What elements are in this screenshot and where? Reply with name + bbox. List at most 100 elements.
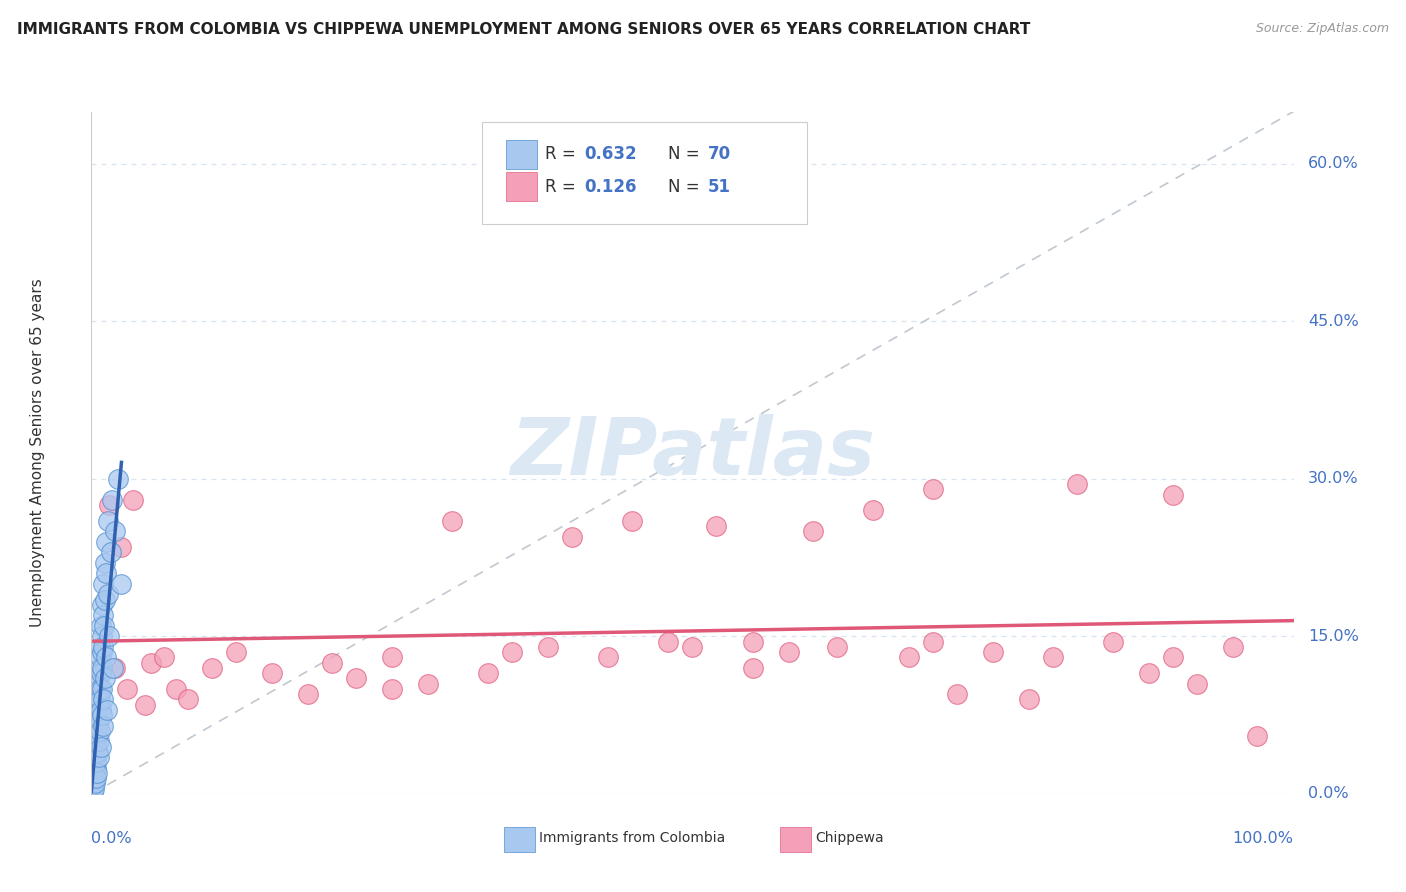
Point [93, 619, 115, 633]
Point [1246, 729, 1268, 743]
Point [82, 776, 104, 790]
Point [86, 765, 108, 780]
Point [97, 514, 120, 528]
Point [91, 598, 114, 612]
Point [82, 771, 104, 785]
Point [87, 698, 110, 712]
Point [297, 687, 319, 701]
Point [91, 608, 114, 623]
Point [537, 640, 560, 654]
Point [90, 739, 112, 754]
Point [87, 719, 110, 733]
Point [104, 524, 127, 539]
Point [561, 530, 583, 544]
Point [1222, 640, 1244, 654]
Text: 0.126: 0.126 [585, 178, 637, 195]
Text: ZIPatlas: ZIPatlas [510, 414, 875, 491]
Point [91, 681, 114, 696]
Point [165, 681, 187, 696]
Point [89, 661, 111, 675]
Point [87, 672, 110, 686]
Point [82, 765, 104, 780]
Point [141, 656, 163, 670]
Point [91, 640, 114, 654]
Point [87, 750, 110, 764]
Point [91, 719, 114, 733]
Point [981, 645, 1004, 659]
Text: 0.0%: 0.0% [1308, 787, 1348, 801]
Point [86, 756, 108, 770]
FancyBboxPatch shape [780, 827, 811, 852]
Point [91, 661, 114, 675]
Point [87, 714, 110, 728]
Point [83, 765, 105, 780]
Point [84, 761, 107, 775]
Point [83, 761, 105, 775]
Point [1137, 666, 1160, 681]
Point [94, 535, 117, 549]
Point [1018, 692, 1040, 706]
Point [598, 650, 620, 665]
Point [897, 650, 920, 665]
Point [1042, 650, 1064, 665]
Point [84, 776, 107, 790]
Point [89, 640, 111, 654]
Text: N =: N = [668, 178, 706, 195]
Point [89, 650, 111, 665]
Point [1161, 650, 1184, 665]
Point [83, 745, 105, 759]
Point [90, 629, 112, 643]
Point [86, 745, 108, 759]
Text: 45.0%: 45.0% [1308, 314, 1358, 329]
Point [86, 714, 108, 728]
Text: R =: R = [544, 178, 581, 195]
Text: 0.632: 0.632 [585, 145, 637, 163]
Point [84, 771, 107, 785]
Point [741, 661, 763, 675]
Point [96, 566, 118, 581]
Point [657, 634, 679, 648]
Text: 70: 70 [709, 145, 731, 163]
Point [344, 672, 367, 686]
Point [825, 640, 848, 654]
Point [104, 661, 127, 675]
Point [87, 692, 110, 706]
Point [110, 540, 132, 554]
Point [1066, 477, 1088, 491]
Point [82, 779, 104, 793]
Point [946, 687, 969, 701]
FancyBboxPatch shape [482, 121, 807, 224]
Text: 30.0%: 30.0% [1308, 472, 1358, 486]
Point [84, 739, 107, 754]
Text: 60.0%: 60.0% [1308, 156, 1358, 171]
Point [778, 645, 800, 659]
Point [94, 650, 117, 665]
Text: IMMIGRANTS FROM COLOMBIA VS CHIPPEWA UNEMPLOYMENT AMONG SENIORS OVER 65 YEARS CO: IMMIGRANTS FROM COLOMBIA VS CHIPPEWA UNE… [17, 22, 1031, 37]
Text: 100.0%: 100.0% [1233, 831, 1294, 847]
Point [260, 666, 283, 681]
Point [91, 645, 114, 659]
Text: Unemployment Among Seniors over 65 years: Unemployment Among Seniors over 65 years [30, 278, 45, 627]
Point [440, 514, 463, 528]
Point [117, 681, 139, 696]
Point [200, 661, 222, 675]
Point [80, 781, 103, 796]
Point [501, 645, 523, 659]
Point [416, 676, 439, 690]
Point [98, 629, 121, 643]
Point [152, 650, 174, 665]
Point [93, 577, 115, 591]
Point [101, 492, 124, 507]
Point [922, 634, 945, 648]
Point [83, 774, 105, 789]
Point [1187, 676, 1209, 690]
Point [86, 676, 108, 690]
Point [93, 672, 115, 686]
Point [477, 666, 499, 681]
Point [90, 666, 112, 681]
Point [176, 692, 198, 706]
Point [922, 483, 945, 497]
Point [84, 723, 107, 738]
Point [101, 661, 124, 675]
FancyBboxPatch shape [503, 827, 534, 852]
